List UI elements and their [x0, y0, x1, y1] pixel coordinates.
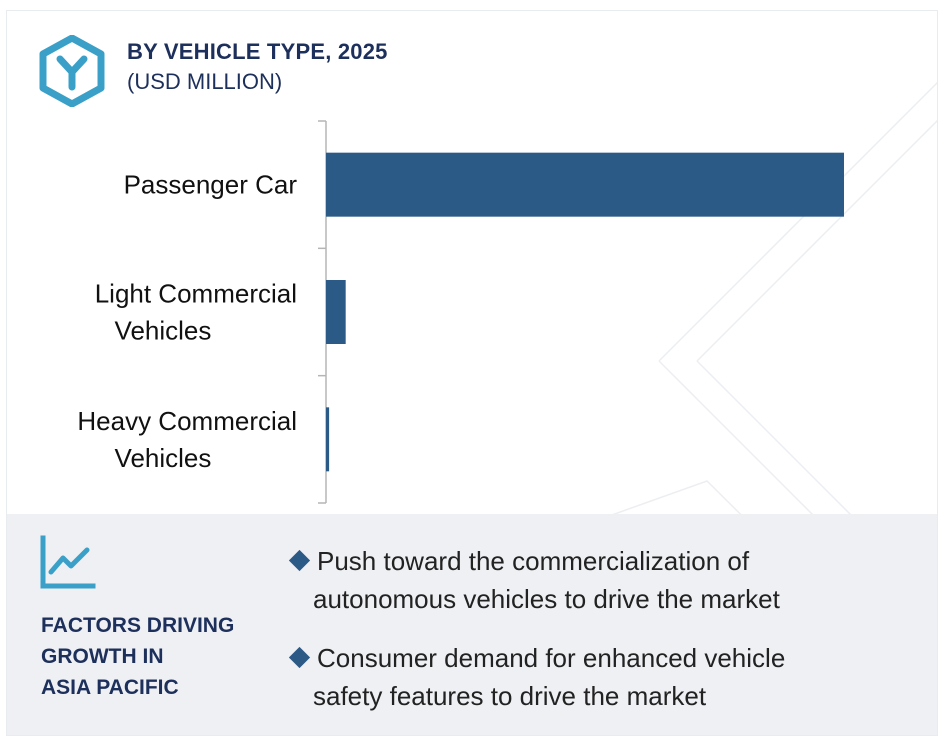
factor-text-line: Push toward the commercialization of — [317, 546, 750, 576]
factors-heading-line: GROWTH IN — [41, 645, 164, 668]
chart-subtitle: (USD MILLION) — [127, 69, 283, 94]
factors-panel: FACTORS DRIVING GROWTH IN ASIA PACIFIC P… — [7, 514, 937, 735]
category-label-line: Passenger Car — [124, 170, 298, 200]
chart-card: BY VEHICLE TYPE, 2025 (USD MILLION) Pass… — [6, 10, 938, 736]
factor-text-line: autonomous vehicles to drive the market — [313, 584, 780, 614]
factors-heading-line: FACTORS DRIVING — [41, 614, 235, 637]
factors-heading-line: ASIA PACIFIC — [41, 676, 179, 699]
factors-heading: FACTORS DRIVING GROWTH IN ASIA PACIFIC — [41, 610, 281, 703]
factor-text-line: Consumer demand for enhanced vehicle — [317, 643, 786, 673]
category-label-line: Vehicles — [115, 316, 212, 346]
factor-item: Push toward the commercialization of aut… — [288, 542, 889, 618]
category-label-line: Light Commercial — [95, 279, 297, 309]
bar — [326, 152, 844, 217]
y-hexagon-logo-icon — [39, 35, 105, 107]
chart-title: BY VEHICLE TYPE, 2025 — [127, 39, 388, 64]
category-label: Light Commercial Vehicles — [95, 279, 297, 346]
category-label-line: Vehicles — [115, 443, 212, 473]
category-label: Passenger Car — [124, 170, 298, 200]
bar — [326, 407, 330, 472]
line-chart-growth-icon — [40, 535, 96, 589]
factor-item: Consumer demand for enhanced vehicle saf… — [288, 639, 889, 715]
factor-text-line: safety features to drive the market — [313, 681, 707, 711]
category-label: Heavy Commercial Vehicles — [77, 406, 297, 473]
category-label-line: Heavy Commercial — [77, 406, 297, 436]
bar — [326, 280, 346, 344]
